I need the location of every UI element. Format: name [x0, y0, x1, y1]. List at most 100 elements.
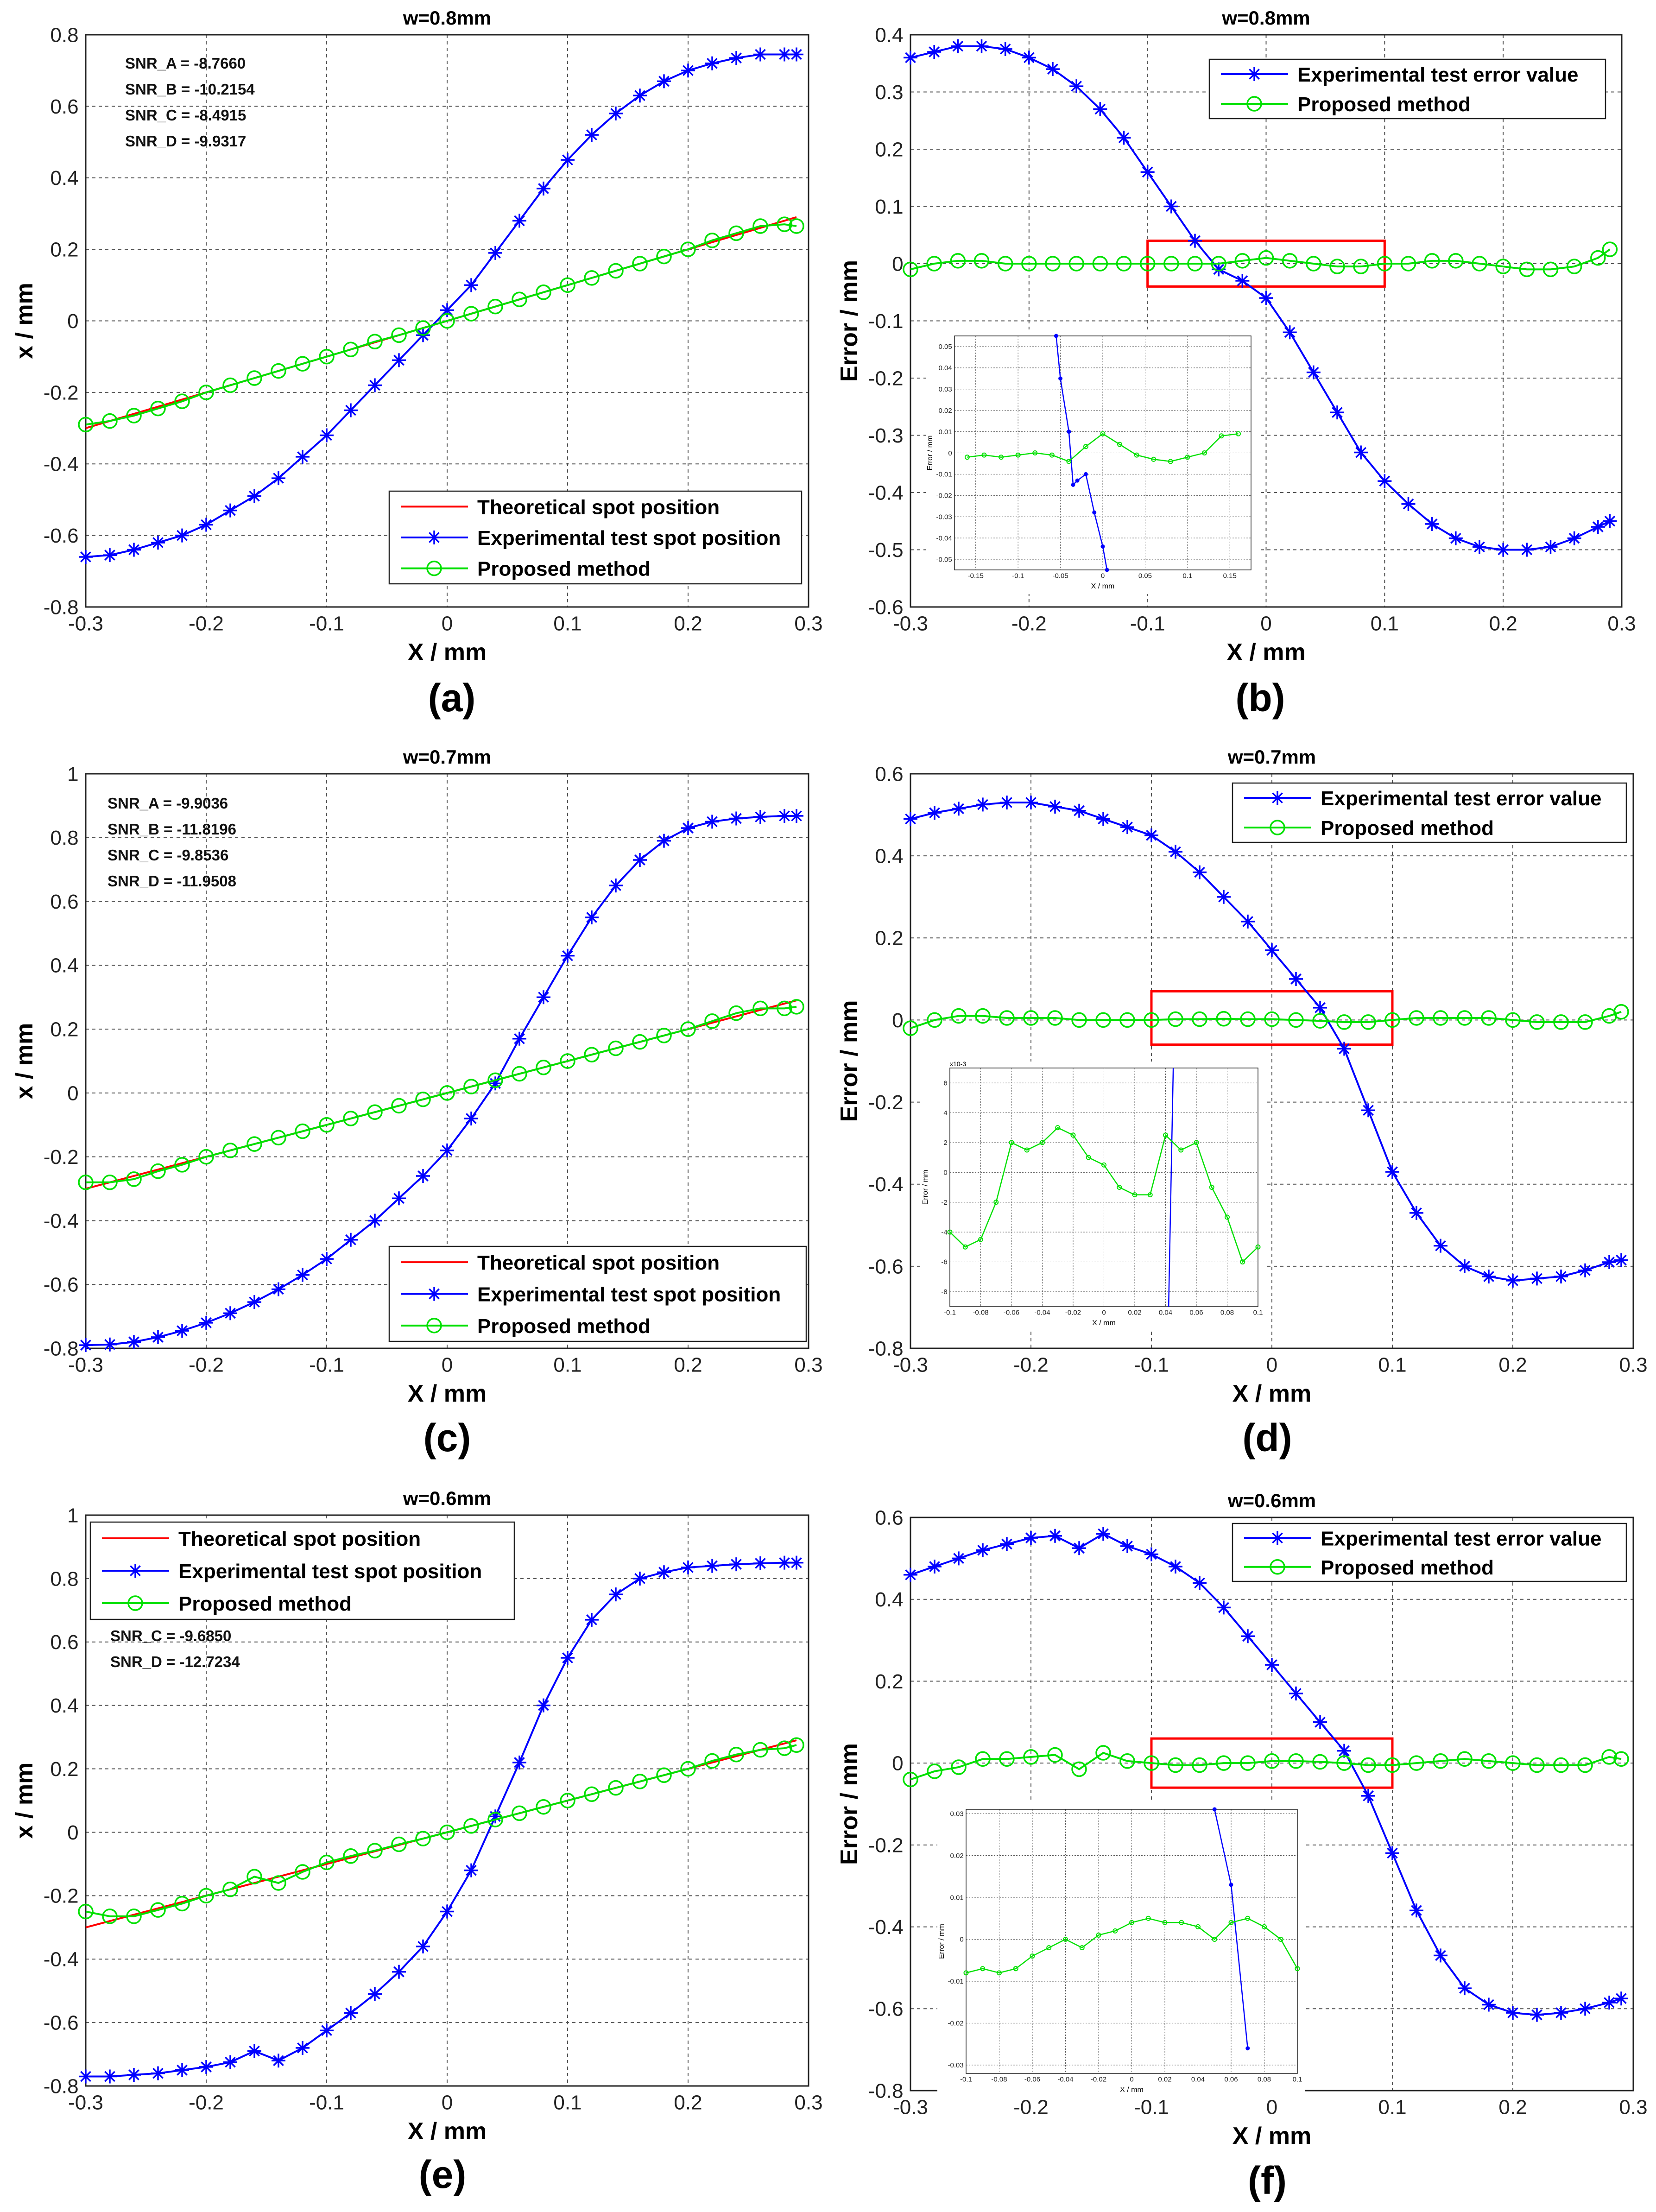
chart-b-y-tick-label: 0.1	[875, 196, 903, 218]
data-point-circle	[1505, 1755, 1521, 1771]
legend-swatch-star	[1247, 67, 1261, 81]
inset-data-point	[1240, 1259, 1245, 1264]
data-point-star	[904, 812, 917, 826]
data-point-circle	[1457, 1751, 1473, 1767]
data-point-circle	[704, 1013, 720, 1029]
series-proposed-method	[903, 241, 1618, 278]
data-point-circle	[789, 999, 804, 1015]
data-point-star	[1337, 1042, 1351, 1056]
data-point-star	[1496, 543, 1511, 557]
data-point-circle	[704, 233, 720, 248]
chart-b: -0.3 -0.2 -0.1 0 0.1 0.2 0.3 -0.6 -0.5 -0.4 -0.3 -0…	[836, 7, 1636, 666]
snr-annotation: SNR_C = -8.4915	[125, 107, 246, 124]
inset-y-tick-label: 0	[943, 1169, 947, 1177]
data-point-circle	[1264, 1011, 1280, 1027]
data-point-circle	[536, 1060, 551, 1075]
data-point-circle	[367, 334, 383, 350]
chart-f-x-tick-label: 0.3	[1619, 2096, 1647, 2119]
data-point-star	[151, 536, 165, 550]
data-point-circle	[1216, 1011, 1232, 1027]
data-point-circle	[1553, 1014, 1569, 1030]
data-point-circle	[1377, 256, 1393, 272]
inset-y-tick-label: -8	[941, 1288, 947, 1296]
inset-x-tick-label: 0.1	[1182, 572, 1192, 580]
data-point-star	[681, 1560, 695, 1574]
data-point-circle	[391, 1836, 407, 1852]
inset-y-tick-label: 0.04	[939, 364, 952, 372]
data-point-circle	[1336, 1755, 1352, 1771]
data-point-circle	[950, 253, 966, 269]
chart-b-y-tick-label: -0.3	[868, 424, 904, 447]
data-point-circle	[1384, 1757, 1400, 1773]
chart-a-y-tick-label: -0.6	[44, 525, 79, 547]
inset-x-axis-label: X / mm	[1091, 582, 1115, 590]
chart-title: w=0.6mm	[1227, 1490, 1316, 1511]
legend-box	[1232, 1523, 1627, 1582]
data-point-star	[928, 806, 942, 820]
data-point-circle	[1312, 1013, 1328, 1029]
data-point-circle	[728, 1005, 744, 1021]
data-point-star	[1289, 972, 1303, 986]
inset-data-point	[1046, 1945, 1052, 1951]
data-point-circle	[271, 363, 286, 379]
inset-y-tick-label: 0.02	[950, 1852, 964, 1860]
data-point-star	[1000, 1537, 1014, 1551]
data-point-circle	[927, 1763, 942, 1779]
chart-a-y-tick-label: 0.2	[50, 239, 78, 261]
data-point-circle	[1021, 256, 1037, 272]
chart-d-y-tick-label: 0.6	[875, 763, 903, 785]
inset-scale-note: x10-3	[950, 1060, 966, 1068]
data-point-circle	[951, 1008, 967, 1024]
chart-e-axes-frame	[85, 1514, 809, 2087]
chart-e-y-tick-label: -0.6	[44, 2012, 79, 2035]
inset-x-axis-label: X / mm	[1092, 1319, 1116, 1327]
series-experimental-test-spot-position	[79, 47, 803, 564]
data-point-circle	[1023, 1749, 1039, 1765]
data-point-star	[1072, 1541, 1086, 1555]
data-point-star	[199, 518, 213, 532]
data-point-circle	[1495, 259, 1511, 274]
legend-entry-label: Experimental test spot position	[178, 1560, 482, 1583]
data-point-star	[1313, 1715, 1327, 1729]
data-point-star	[1434, 1239, 1447, 1253]
chart-c-y-tick-label: 0.6	[50, 891, 78, 913]
chart-c: -0.3 -0.2 -0.1 0 0.1 0.2 0.3 -0.8 -0.6 -0.4 -0.2 0 0…	[11, 746, 823, 1407]
chart-e-x-tick-label: -0.3	[68, 2092, 103, 2114]
chart-d-x-tick-label: 0.1	[1378, 1354, 1406, 1377]
inset-data-point	[1132, 1192, 1138, 1198]
inset-data-point	[1009, 1140, 1014, 1145]
data-point-circle	[1336, 1014, 1352, 1030]
data-point-star	[657, 834, 671, 848]
x-axis-label: X / mm	[1226, 639, 1306, 666]
chart-title: w=0.6mm	[403, 1487, 491, 1509]
inset-data-point	[1054, 334, 1058, 338]
inset-x-axis-label: X / mm	[1120, 2086, 1144, 2094]
data-point-circle	[198, 1149, 214, 1165]
chart-d-y-tick-label: -0.4	[868, 1173, 904, 1196]
data-point-circle	[102, 1175, 118, 1190]
chart-e: -0.3 -0.2 -0.1 0 0.1 0.2 0.3 -0.8 -0.6 -0.4 -0.2 0 0…	[11, 1487, 823, 2145]
chart-f-y-tick-label: 0.6	[875, 1506, 903, 1529]
inset-data-point	[1295, 1966, 1300, 1972]
inset-data-point	[1151, 456, 1157, 462]
data-point-circle	[903, 1020, 918, 1036]
inset-x-tick-label: -0.15	[968, 572, 984, 580]
data-point-star	[464, 1112, 478, 1125]
inset-data-point	[1194, 1140, 1199, 1145]
snr-annotation: SNR_A = -8.7660	[125, 55, 246, 72]
data-point-circle	[343, 1111, 359, 1126]
data-point-star	[103, 1337, 117, 1352]
chart-d-x-tick-label: 0	[1266, 1354, 1277, 1377]
chart-f-y-tick-label: -0.4	[868, 1916, 904, 1939]
data-point-circle	[1192, 1011, 1207, 1027]
data-point-star	[952, 802, 966, 816]
data-point-circle	[247, 1869, 262, 1885]
chart-c-x-tick-label: 0.3	[794, 1354, 822, 1377]
data-point-star	[368, 378, 382, 392]
data-point-star	[1024, 796, 1038, 809]
data-point-circle	[1163, 256, 1179, 272]
chart-a-y-tick-label: -0.2	[44, 381, 79, 404]
inset-x-tick-label: 0	[1130, 2075, 1133, 2083]
inset-y-tick-label: -0.02	[936, 492, 952, 500]
inset-data-point	[1212, 1807, 1217, 1812]
